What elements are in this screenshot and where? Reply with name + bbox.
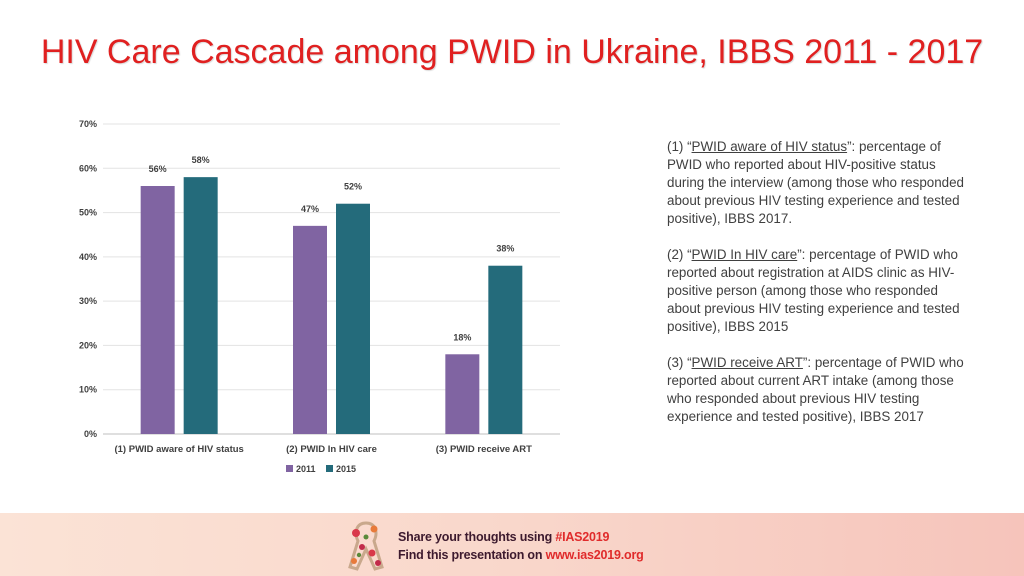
note-3-term: PWID receive ART: [691, 355, 803, 370]
footer-website-line: Find this presentation on www.ias2019.or…: [398, 548, 644, 562]
data-label: 56%: [149, 164, 167, 174]
x-tick-label: (3) PWID receive ART: [436, 444, 532, 455]
footer-line2-text: Find this presentation on: [398, 548, 546, 562]
hashtag: #IAS2019: [555, 530, 610, 544]
note-1: (1) “PWID aware of HIV status”: percenta…: [667, 138, 967, 228]
bar-chart: 0% 10% 20% 30% 40% 50% 60% 70% 56% 58% (1) PWID aw…: [79, 119, 560, 474]
note-1-term: PWID aware of HIV status: [691, 139, 848, 154]
data-label: 38%: [496, 244, 514, 254]
data-label: 18%: [453, 332, 471, 342]
ribbon-logo-icon: [348, 521, 384, 571]
data-label: 47%: [301, 204, 319, 214]
definitions-panel: (1) “PWID aware of HIV status”: percenta…: [667, 138, 967, 444]
y-tick-label: 30%: [79, 296, 97, 306]
y-tick-label: 70%: [79, 119, 97, 129]
conference-footer: Share your thoughts using #IAS2019 Find …: [0, 513, 1024, 576]
bar-2011: [140, 186, 175, 434]
y-tick-label: 20%: [79, 340, 97, 350]
website-link[interactable]: www.ias2019.org: [545, 548, 644, 562]
slide-title: HIV Care Cascade among PWID in Ukraine, …: [40, 33, 984, 71]
note-3-prefix: (3) “: [667, 355, 692, 370]
legend-label-2011: 2011: [296, 464, 316, 474]
x-tick-label: (2) PWID In HIV care: [286, 444, 377, 455]
note-1-desc: ”: percentage of PWID who reported about…: [667, 139, 965, 226]
data-label: 58%: [192, 155, 210, 165]
y-tick-label: 50%: [79, 208, 97, 218]
footer-hashtag-line: Share your thoughts using #IAS2019: [398, 530, 610, 544]
bar-2015: [336, 203, 370, 434]
legend-swatch-2015: [326, 465, 333, 472]
y-tick-label: 40%: [79, 252, 97, 262]
legend-label-2015: 2015: [336, 464, 356, 474]
note-2-prefix: (2) “: [667, 247, 692, 262]
bar-2011: [445, 354, 480, 434]
bar-2011: [293, 225, 327, 434]
note-3: (3) “PWID receive ART”: percentage of PW…: [667, 354, 967, 426]
y-tick-label: 10%: [79, 385, 97, 395]
note-2-desc: ”: percentage of PWID who reported about…: [667, 247, 960, 334]
data-label: 52%: [344, 182, 362, 192]
note-1-prefix: (1) “: [667, 139, 692, 154]
note-2: (2) “PWID In HIV care”: percentage of PW…: [667, 246, 967, 336]
note-3-desc: ”: percentage of PWID who reported about…: [667, 355, 964, 424]
y-tick-label: 60%: [79, 163, 97, 173]
legend-swatch-2011: [286, 465, 293, 472]
x-tick-label: (1) PWID aware of HIV status: [114, 444, 243, 455]
note-2-term: PWID In HIV care: [691, 247, 798, 262]
bar-2015: [183, 177, 218, 434]
y-tick-label: 0%: [84, 429, 97, 439]
footer-line1-text: Share your thoughts using: [398, 530, 556, 544]
bar-2015: [488, 265, 523, 434]
